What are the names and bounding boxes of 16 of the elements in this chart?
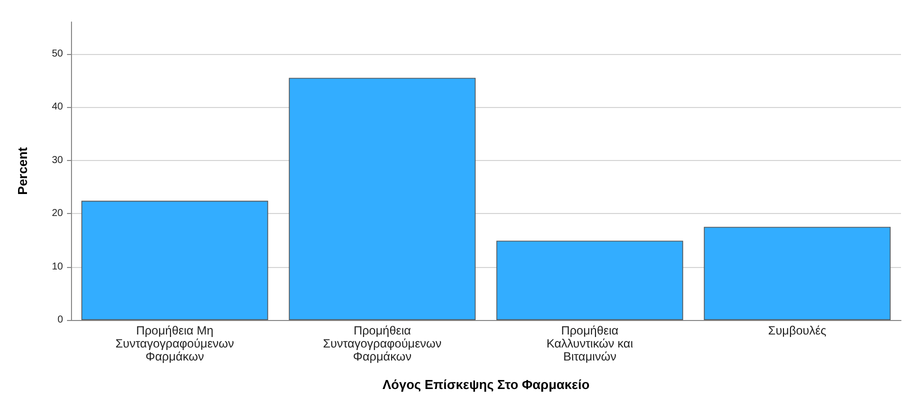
- x-axis-title: Λόγος Επίσκεψης Στο Φαρμακείο: [382, 377, 590, 392]
- y-tick-label: 20: [52, 208, 64, 220]
- bar: [704, 226, 891, 320]
- x-tick-label: Προμήθεια Μη Συνταγογραφούμενων Φαρμάκων: [115, 324, 234, 364]
- y-tick-label: 0: [57, 314, 64, 326]
- bar: [81, 200, 268, 320]
- y-axis-title: Percent: [15, 146, 30, 195]
- y-tick-label: 40: [52, 102, 64, 113]
- y-tick-label: 10: [52, 261, 64, 272]
- x-tick-label: Συμβουλές: [768, 324, 827, 338]
- x-tick-label: Προμήθεια Καλλυντικών και Βιταμινών: [546, 324, 634, 364]
- x-tick-label: Προμήθεια Συνταγογραφούμενων Φαρμάκων: [322, 324, 442, 364]
- y-tick-label: 30: [52, 154, 64, 166]
- bar: [496, 240, 684, 320]
- bar: [288, 78, 476, 320]
- y-tick-label: 50: [52, 48, 64, 60]
